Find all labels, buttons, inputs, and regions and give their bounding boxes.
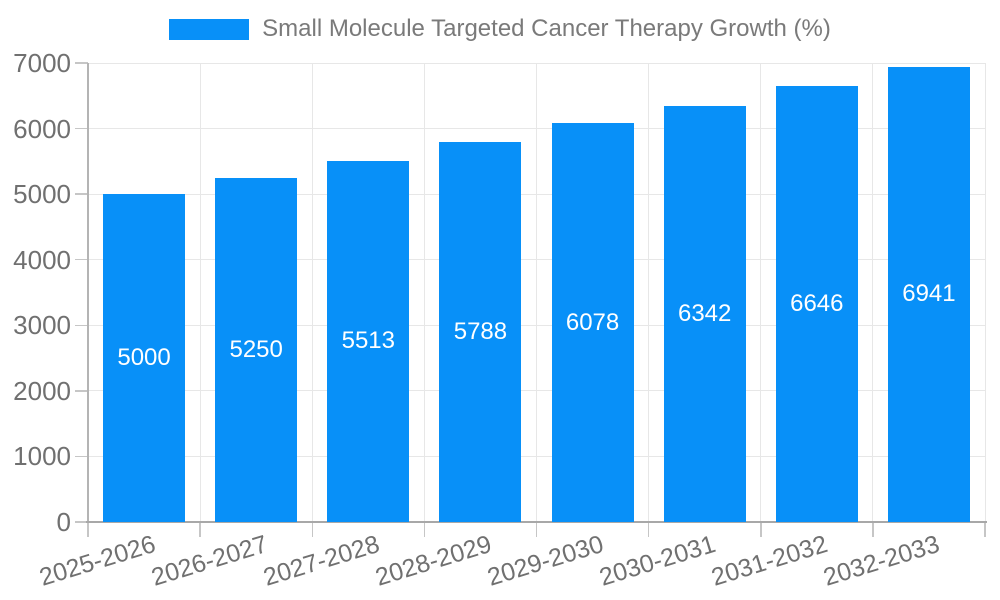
x-axis-tick [535,522,538,537]
x-axis-line [86,521,987,523]
bar[interactable]: 6646 [775,86,858,522]
v-gridline [872,63,874,522]
x-axis-tick [647,522,650,537]
bar-value-label: 5788 [453,318,508,346]
x-category-label-text: 2025-2026 [35,530,159,592]
bar-value-label: 6078 [565,308,620,336]
y-axis-tick [75,127,88,130]
plot-area: 0 1000 2000 3000 4000 5000 6000 7000 5000 2025-20… [13,48,987,592]
y-axis-tick [75,193,88,195]
y-tick-label: 0 [56,507,71,537]
bar[interactable]: 5250 [215,177,298,522]
bar[interactable]: 5513 [327,160,410,522]
x-category-label-text: 2028-2029 [372,530,495,592]
v-gridline [760,63,762,522]
bar[interactable]: 6941 [887,66,970,522]
x-category-label-text: 2032-2033 [820,530,944,592]
y-tick-label: 5000 [13,179,71,210]
x-category-label-text: 2029-2030 [484,530,607,592]
bar-value-label: 6941 [902,280,956,308]
y-tick-label: 7000 [13,48,71,78]
v-gridline [311,63,313,522]
bar-value-label: 6342 [677,300,732,328]
v-gridline [648,63,650,522]
bar[interactable]: 5788 [439,142,522,522]
x-axis-tick [311,522,313,537]
x-axis-tick [872,522,874,537]
bar-value-label: 5513 [341,327,395,355]
y-axis-tick [75,455,88,458]
y-tick-label: 3000 [13,310,71,341]
y-axis-tick [75,390,88,392]
bar[interactable]: 5000 [103,194,186,522]
y-axis-line [87,63,89,522]
x-axis-tick [760,522,762,537]
y-tick-label: 1000 [13,441,71,472]
bar[interactable]: 6342 [663,106,746,522]
x-axis-tick [199,522,201,537]
x-axis-tick [984,522,986,537]
y-tick-label: 6000 [13,113,71,144]
legend-swatch [169,18,250,40]
y-axis-tick [75,324,88,327]
bar-value-label: 6646 [790,290,844,318]
x-axis-tick [87,522,89,537]
v-gridline [536,63,537,522]
y-axis-tick [75,62,88,64]
x-category-label-text: 2026-2027 [147,530,271,592]
legend[interactable]: Small Molecule Targeted Cancer Therapy G… [0,16,1000,42]
x-category-label-text: 2030-2031 [596,530,719,592]
y-tick-label: 4000 [13,244,71,275]
bar-value-label: 5000 [117,344,171,372]
y-axis-tick [75,258,88,261]
x-category-label-text: 2027-2028 [259,530,383,592]
v-gridline [423,63,425,522]
bar-value-label: 5250 [229,335,283,363]
bar[interactable]: 6078 [551,123,634,522]
v-gridline [984,63,986,522]
x-category-label-text: 2031-2032 [708,530,831,592]
legend-label: Small Molecule Targeted Cancer Therapy G… [262,15,831,42]
x-axis-tick [423,522,426,537]
y-tick-label: 2000 [13,375,71,406]
y-axis-tick [75,521,88,523]
v-gridline [199,63,201,522]
